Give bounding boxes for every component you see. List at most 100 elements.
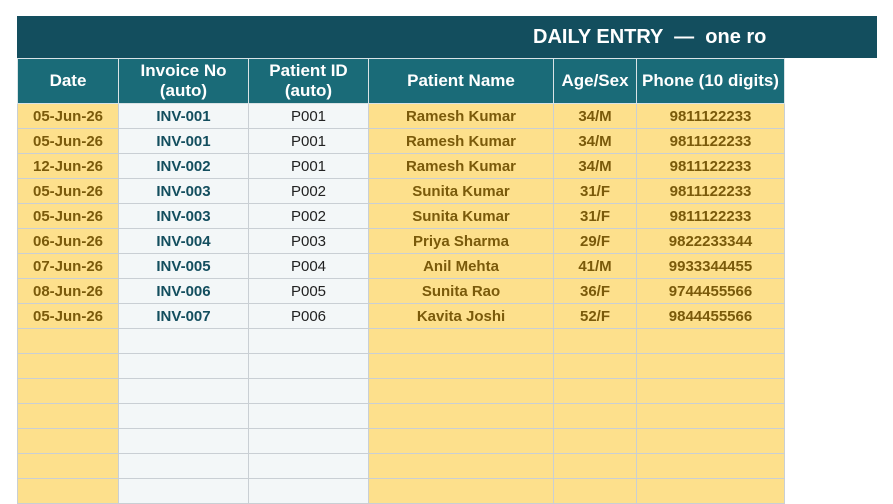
cell-phone[interactable]: [636, 478, 785, 504]
cell-invoice-no[interactable]: INV-003: [118, 178, 249, 204]
cell-patient-name[interactable]: Sunita Kumar: [368, 203, 554, 229]
cell-patient-name[interactable]: [368, 403, 554, 429]
column-header-date[interactable]: Date: [17, 58, 119, 104]
cell-age-sex[interactable]: [553, 353, 637, 379]
cell-patient-id[interactable]: P003: [248, 228, 369, 254]
cell-patient-name[interactable]: Sunita Kumar: [368, 178, 554, 204]
cell-patient-name[interactable]: Ramesh Kumar: [368, 103, 554, 129]
cell-patient-id[interactable]: P004: [248, 253, 369, 279]
cell-patient-id[interactable]: [248, 353, 369, 379]
column-header-patient-name[interactable]: Patient Name: [368, 58, 554, 104]
cell-age-sex[interactable]: 41/M: [553, 253, 637, 279]
column-header-phone[interactable]: Phone (10 digits): [636, 58, 785, 104]
cell-invoice-no[interactable]: INV-005: [118, 253, 249, 279]
cell-patient-name[interactable]: Sunita Rao: [368, 278, 554, 304]
cell-patient-name[interactable]: [368, 328, 554, 354]
cell-date[interactable]: 12-Jun-26: [17, 153, 119, 179]
cell-patient-name[interactable]: [368, 478, 554, 504]
cell-patient-id[interactable]: [248, 453, 369, 479]
cell-patient-name[interactable]: Anil Mehta: [368, 253, 554, 279]
cell-phone[interactable]: 9811122233: [636, 203, 785, 229]
cell-age-sex[interactable]: 36/F: [553, 278, 637, 304]
cell-phone[interactable]: 9811122233: [636, 178, 785, 204]
cell-age-sex[interactable]: 29/F: [553, 228, 637, 254]
cell-patient-id[interactable]: P005: [248, 278, 369, 304]
cell-invoice-no[interactable]: [118, 328, 249, 354]
cell-age-sex[interactable]: [553, 328, 637, 354]
cell-age-sex[interactable]: [553, 478, 637, 504]
cell-patient-name[interactable]: [368, 378, 554, 404]
cell-phone[interactable]: [636, 428, 785, 454]
cell-patient-name[interactable]: [368, 428, 554, 454]
cell-age-sex[interactable]: [553, 428, 637, 454]
cell-date[interactable]: 07-Jun-26: [17, 253, 119, 279]
column-header-invoice-no[interactable]: Invoice No (auto): [118, 58, 249, 104]
cell-patient-id[interactable]: P002: [248, 203, 369, 229]
cell-age-sex[interactable]: [553, 403, 637, 429]
cell-phone[interactable]: [636, 453, 785, 479]
cell-patient-name[interactable]: [368, 453, 554, 479]
cell-patient-id[interactable]: [248, 328, 369, 354]
cell-patient-id[interactable]: [248, 378, 369, 404]
column-header-patient-id[interactable]: Patient ID (auto): [248, 58, 369, 104]
cell-age-sex[interactable]: 34/M: [553, 153, 637, 179]
cell-age-sex[interactable]: [553, 453, 637, 479]
cell-invoice-no[interactable]: [118, 478, 249, 504]
cell-date[interactable]: 05-Jun-26: [17, 128, 119, 154]
cell-invoice-no[interactable]: INV-007: [118, 303, 249, 329]
cell-phone[interactable]: 9811122233: [636, 128, 785, 154]
cell-age-sex[interactable]: 34/M: [553, 128, 637, 154]
cell-date[interactable]: [17, 328, 119, 354]
cell-patient-id[interactable]: P006: [248, 303, 369, 329]
cell-patient-name[interactable]: Kavita Joshi: [368, 303, 554, 329]
cell-age-sex[interactable]: [553, 378, 637, 404]
cell-age-sex[interactable]: 52/F: [553, 303, 637, 329]
cell-patient-id[interactable]: [248, 403, 369, 429]
cell-date[interactable]: [17, 403, 119, 429]
cell-invoice-no[interactable]: [118, 453, 249, 479]
cell-date[interactable]: 05-Jun-26: [17, 303, 119, 329]
cell-invoice-no[interactable]: [118, 428, 249, 454]
cell-patient-id[interactable]: P001: [248, 153, 369, 179]
cell-patient-id[interactable]: P001: [248, 128, 369, 154]
cell-patient-name[interactable]: [368, 353, 554, 379]
cell-date[interactable]: [17, 353, 119, 379]
column-header-age-sex[interactable]: Age/Sex: [553, 58, 637, 104]
cell-patient-name[interactable]: Ramesh Kumar: [368, 153, 554, 179]
cell-phone[interactable]: 9811122233: [636, 103, 785, 129]
cell-date[interactable]: 08-Jun-26: [17, 278, 119, 304]
cell-date[interactable]: [17, 453, 119, 479]
cell-invoice-no[interactable]: [118, 378, 249, 404]
cell-phone[interactable]: 9811122233: [636, 153, 785, 179]
cell-date[interactable]: 05-Jun-26: [17, 103, 119, 129]
cell-invoice-no[interactable]: [118, 403, 249, 429]
cell-invoice-no[interactable]: INV-003: [118, 203, 249, 229]
cell-invoice-no[interactable]: INV-006: [118, 278, 249, 304]
cell-invoice-no[interactable]: INV-002: [118, 153, 249, 179]
cell-patient-id[interactable]: P001: [248, 103, 369, 129]
cell-age-sex[interactable]: 34/M: [553, 103, 637, 129]
cell-date[interactable]: [17, 378, 119, 404]
cell-age-sex[interactable]: 31/F: [553, 203, 637, 229]
cell-patient-id[interactable]: [248, 428, 369, 454]
cell-invoice-no[interactable]: INV-004: [118, 228, 249, 254]
cell-date[interactable]: [17, 428, 119, 454]
cell-patient-id[interactable]: P002: [248, 178, 369, 204]
cell-phone[interactable]: [636, 353, 785, 379]
cell-invoice-no[interactable]: INV-001: [118, 103, 249, 129]
cell-phone[interactable]: [636, 403, 785, 429]
cell-phone[interactable]: 9822233344: [636, 228, 785, 254]
cell-phone[interactable]: [636, 378, 785, 404]
cell-date[interactable]: 05-Jun-26: [17, 178, 119, 204]
cell-patient-name[interactable]: Priya Sharma: [368, 228, 554, 254]
cell-phone[interactable]: [636, 328, 785, 354]
cell-phone[interactable]: 9844455566: [636, 303, 785, 329]
cell-invoice-no[interactable]: [118, 353, 249, 379]
cell-phone[interactable]: 9933344455: [636, 253, 785, 279]
cell-phone[interactable]: 9744455566: [636, 278, 785, 304]
cell-patient-name[interactable]: Ramesh Kumar: [368, 128, 554, 154]
cell-date[interactable]: 06-Jun-26: [17, 228, 119, 254]
cell-date[interactable]: [17, 478, 119, 504]
cell-date[interactable]: 05-Jun-26: [17, 203, 119, 229]
cell-age-sex[interactable]: 31/F: [553, 178, 637, 204]
